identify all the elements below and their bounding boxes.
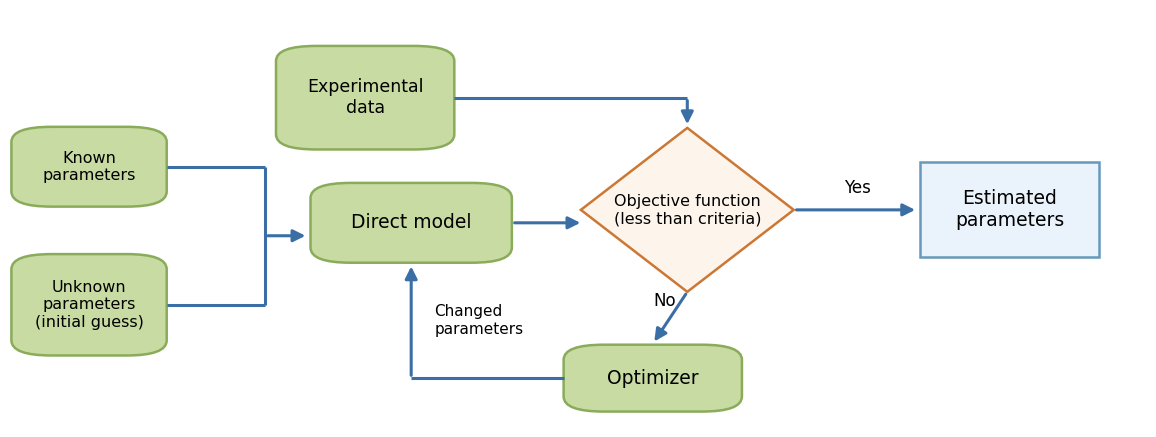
Text: Estimated
parameters: Estimated parameters <box>955 189 1064 230</box>
Text: Unknown
parameters
(initial guess): Unknown parameters (initial guess) <box>35 280 143 329</box>
FancyBboxPatch shape <box>311 183 512 263</box>
FancyBboxPatch shape <box>564 345 742 412</box>
Text: Optimizer: Optimizer <box>607 369 698 388</box>
Text: Yes: Yes <box>844 179 870 197</box>
Text: Direct model: Direct model <box>351 213 472 232</box>
Bar <box>920 163 1098 257</box>
FancyBboxPatch shape <box>12 127 166 207</box>
Text: No: No <box>653 292 676 310</box>
Text: Objective function
(less than criteria): Objective function (less than criteria) <box>614 194 761 226</box>
FancyBboxPatch shape <box>12 254 166 355</box>
Text: Changed
parameters: Changed parameters <box>435 304 524 336</box>
Text: Known
parameters: Known parameters <box>43 150 135 183</box>
FancyBboxPatch shape <box>276 46 454 149</box>
Text: Experimental
data: Experimental data <box>306 78 423 117</box>
Polygon shape <box>580 128 794 292</box>
